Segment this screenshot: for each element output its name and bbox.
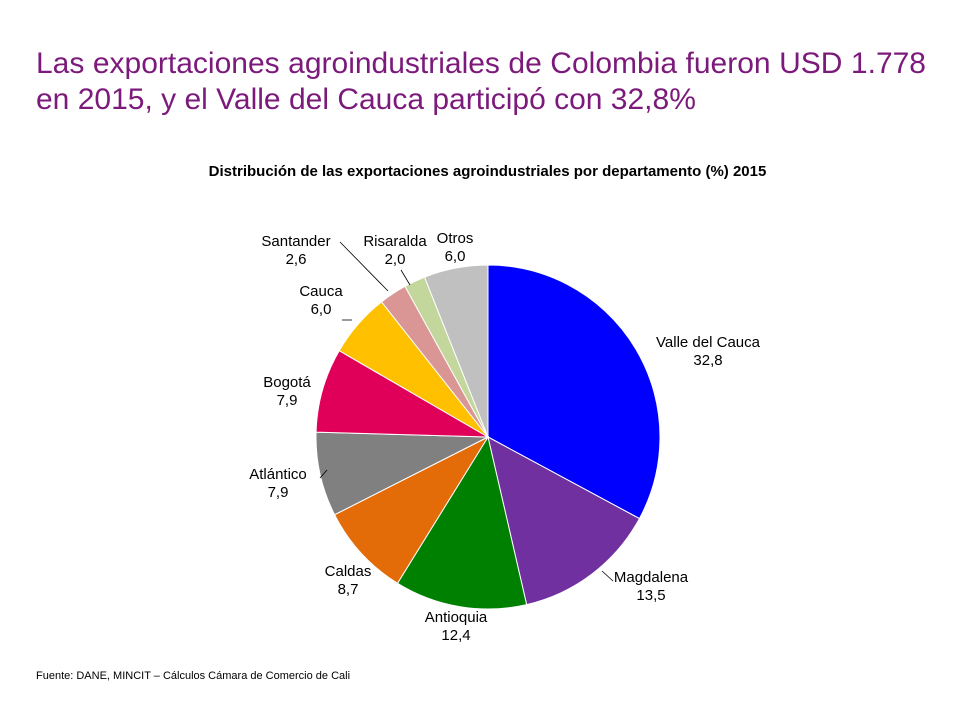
slice-label: Caldas <box>325 563 372 580</box>
slice-label: Risaralda <box>363 233 427 250</box>
slice-value-label: 2,6 <box>286 251 307 268</box>
leader-line <box>319 469 328 479</box>
slice-value-label: 13,5 <box>636 587 665 604</box>
leader-line <box>601 570 614 582</box>
slice-label: Cauca <box>299 283 343 300</box>
pie-slice-antioquia <box>396 435 528 610</box>
slice-label: Bogotá <box>263 374 311 391</box>
slice-value-label: 32,8 <box>693 352 722 369</box>
slice-value-label: 8,7 <box>338 581 359 598</box>
slice-label: Otros <box>437 230 474 247</box>
slice-value-label: 6,0 <box>311 301 332 318</box>
pie-slice-valle-del-cauca <box>487 264 661 520</box>
slice-value-label: 6,0 <box>445 248 466 265</box>
slice-value-label: 2,0 <box>385 251 406 268</box>
leader-line <box>339 241 389 292</box>
slice-label: Magdalena <box>614 569 689 586</box>
slice-label: Atlántico <box>249 466 307 483</box>
leader-line <box>400 269 411 286</box>
pie-slice-caldas <box>333 435 490 584</box>
slice-value-label: 7,9 <box>268 484 289 501</box>
slide-title: Las exportaciones agroindustriales de Co… <box>36 47 926 116</box>
slice-label: Valle del Cauca <box>656 334 761 351</box>
slice-value-label: 12,4 <box>441 627 470 644</box>
pie-slice-otros <box>423 264 489 438</box>
pie-slice-magdalena <box>487 436 641 606</box>
slice-label: Antioquia <box>425 609 488 626</box>
source-note: Fuente: DANE, MINCIT – Cálculos Cámara d… <box>36 670 351 682</box>
chart-title: Distribución de las exportaciones agroin… <box>208 163 767 180</box>
slice-value-label: 7,9 <box>277 392 298 409</box>
slice-label: Santander <box>261 233 330 250</box>
